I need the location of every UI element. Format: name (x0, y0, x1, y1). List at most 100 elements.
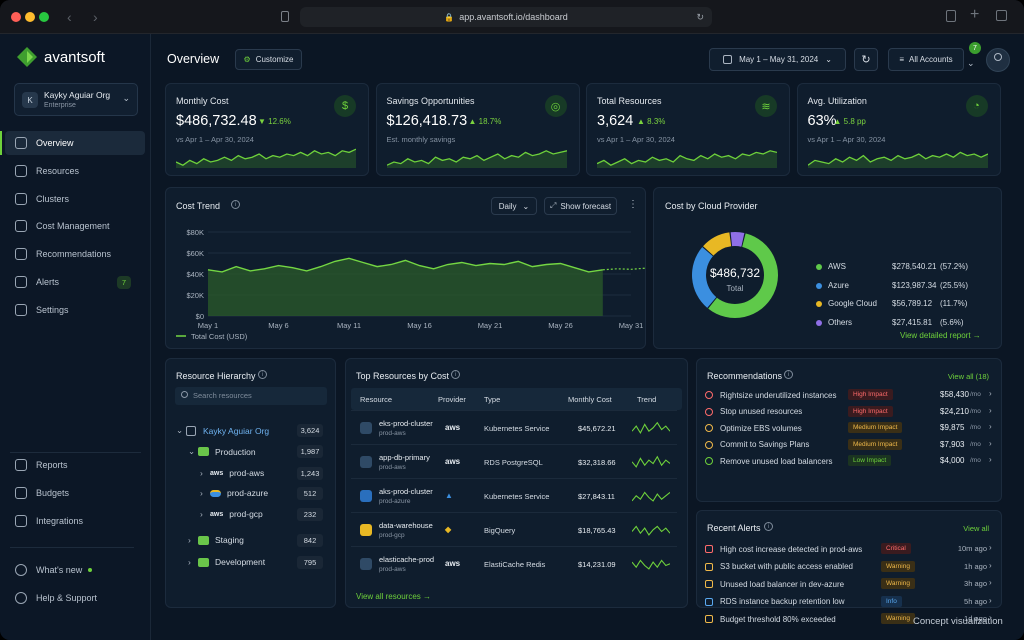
view-all-alerts-link[interactable]: View all (963, 524, 989, 533)
chevron-right-icon[interactable]: › (989, 543, 992, 552)
col-monthly-cost[interactable]: Monthly Cost (568, 395, 612, 404)
hierarchy-search-input[interactable]: Search resources (175, 387, 327, 405)
chevron-right-icon[interactable]: › (200, 509, 203, 519)
resource-cost: $32,318.66 (578, 458, 616, 467)
chevron-down-icon[interactable]: ⌄ (176, 425, 184, 435)
sidebar-item-label: Clusters (36, 193, 70, 204)
hierarchy-node[interactable]: ⌄ Kayky Aguiar Org (176, 425, 269, 436)
date-range-picker[interactable]: May 1 – May 31, 2024 ⌄ (709, 48, 846, 71)
user-avatar[interactable] (986, 48, 1010, 72)
shield-icon[interactable] (281, 11, 289, 22)
info-icon[interactable]: i (784, 370, 793, 379)
org-switcher[interactable]: K Kayky Aguiar Org Enterprise ⌄ (14, 83, 138, 116)
info-icon[interactable]: i (764, 522, 773, 531)
minimize-window-button[interactable] (25, 12, 35, 22)
hierarchy-node[interactable]: › Staging (188, 535, 244, 545)
recommendation-row[interactable]: Commit to Savings Plans Medium Impact $7,9… (705, 437, 1001, 453)
accounts-filter[interactable]: ≡ All Accounts (888, 48, 964, 71)
table-row[interactable]: data-warehouse prod-gcp ◆ BigQuery $18,765.4… (351, 512, 677, 546)
hierarchy-node[interactable]: › Development (188, 557, 265, 567)
help-icon (15, 592, 27, 604)
alert-row[interactable]: Budget threshold 80% exceeded Warning 1d a… (705, 611, 1001, 627)
chevron-right-icon[interactable]: › (188, 557, 191, 567)
refresh-button[interactable]: ↻ (854, 48, 878, 71)
col-trend[interactable]: Trend (637, 395, 657, 404)
view-all-resources-link[interactable]: View all resources → (356, 592, 431, 601)
forward-icon[interactable]: › (93, 9, 98, 25)
chevron-right-icon[interactable]: › (989, 578, 992, 587)
chevron-right-icon[interactable]: › (989, 613, 992, 622)
col-resource[interactable]: Resource (360, 395, 393, 404)
chevron-right-icon[interactable]: › (989, 455, 992, 464)
chevron-right-icon[interactable]: › (989, 438, 992, 448)
chevron-right-icon[interactable]: › (188, 535, 191, 545)
alert-row[interactable]: Unused load balancer in dev-azure Warning… (705, 576, 1001, 592)
chevron-down-icon[interactable]: ⌄ (188, 446, 196, 456)
view-all-recommendations-link[interactable]: View all (18) (947, 372, 989, 381)
resource-name[interactable]: eks-prod-cluster (379, 419, 433, 428)
chevron-right-icon[interactable]: › (989, 560, 992, 570)
sidebar-item-resources[interactable]: Resources (5, 159, 145, 183)
kpi-subtitle: vs Apr 1 – Apr 30, 2024 (176, 135, 254, 144)
sidebar-item-alerts[interactable]: Alerts 7 (5, 270, 145, 294)
share-icon[interactable] (946, 10, 956, 22)
alert-row[interactable]: RDS instance backup retention low Info 5h … (705, 594, 1001, 610)
alert-row[interactable]: High cost increase detected in prod-aws C… (705, 541, 1001, 557)
sidebar-item-overview[interactable]: Overview (0, 131, 145, 155)
chevron-right-icon[interactable]: › (200, 488, 203, 498)
sidebar-item-recommendations[interactable]: Recommendations (5, 242, 145, 266)
table-row[interactable]: elasticache-prod prod-aws aws ElastiCache R… (351, 546, 677, 580)
close-window-button[interactable] (11, 12, 21, 22)
recommendation-row[interactable]: Rightsize underutilized instances High Im… (705, 387, 1001, 403)
kpi-title: Monthly Cost (176, 96, 229, 106)
alert-row[interactable]: S3 bucket with public access enabled Warn… (705, 559, 1001, 575)
resource-name[interactable]: elasticache-prod (379, 555, 435, 564)
chevron-right-icon[interactable]: › (989, 595, 992, 605)
col-type[interactable]: Type (484, 395, 501, 404)
info-icon[interactable]: i (258, 370, 267, 379)
info-icon[interactable]: i (231, 200, 240, 209)
info-icon[interactable]: i (451, 370, 460, 379)
show-forecast-button[interactable]: ⤢ Show forecast (544, 197, 617, 215)
tabs-overview-icon[interactable] (996, 10, 1007, 21)
resource-name[interactable]: app-db-primary (379, 453, 430, 462)
resource-name[interactable]: data-warehouse (379, 521, 433, 530)
chevron-right-icon[interactable]: › (989, 389, 992, 398)
maximize-window-button[interactable] (39, 12, 49, 22)
hierarchy-node[interactable]: › prod-azure (200, 488, 268, 498)
resource-name[interactable]: aks-prod-cluster (379, 487, 433, 496)
table-row[interactable]: app-db-primary prod-aws aws RDS PostgreSQL $… (351, 444, 677, 478)
chevron-down-icon[interactable]: ⌄ (967, 58, 975, 68)
hierarchy-node[interactable]: › aws prod-gcp (200, 509, 263, 519)
col-provider[interactable]: Provider (438, 395, 466, 404)
sidebar-item-help-support[interactable]: Help & Support (5, 586, 145, 610)
sidebar-item-clusters[interactable]: Clusters (5, 187, 145, 211)
sidebar-item-integrations[interactable]: Integrations (5, 509, 145, 533)
recommendation-row[interactable]: Remove unused load balancers Low Impact $4… (705, 453, 1001, 469)
chevron-right-icon[interactable]: › (989, 405, 992, 415)
granularity-select[interactable]: Daily ⌄ (491, 197, 537, 215)
back-icon[interactable]: ‹ (67, 9, 72, 25)
table-row[interactable]: aks-prod-cluster prod-azure ▲ Kubernetes Se… (351, 478, 677, 512)
view-detailed-report-link[interactable]: View detailed report → (900, 331, 981, 340)
recommendation-row[interactable]: Stop unused resources High Impact $24,210/… (705, 404, 1001, 420)
table-row[interactable]: eks-prod-cluster prod-aws aws Kubernetes Se… (351, 410, 677, 444)
sidebar-item-cost-management[interactable]: Cost Management (5, 214, 145, 238)
reload-icon[interactable]: ↻ (696, 11, 704, 22)
new-tab-icon[interactable]: + (970, 6, 980, 23)
y-tick-label: $0 (196, 312, 204, 321)
recommendation-row[interactable]: Optimize EBS volumes Medium Impact $9,875 /… (705, 420, 1001, 436)
sidebar-item-settings[interactable]: Settings (5, 298, 145, 322)
chevron-right-icon[interactable]: › (989, 422, 992, 431)
hierarchy-node[interactable]: › aws prod-aws (200, 468, 264, 478)
sidebar-item-reports[interactable]: Reports (5, 453, 145, 477)
resource-type: RDS PostgreSQL (484, 458, 543, 467)
sidebar-item-what-s-new[interactable]: What's new (5, 558, 145, 582)
alert-circle-icon (705, 391, 713, 399)
more-options-icon[interactable]: ⋮ (628, 199, 638, 210)
address-bar[interactable]: 🔒 app.avantsoft.io/dashboard ↻ (300, 7, 712, 27)
sidebar-item-budgets[interactable]: Budgets (5, 481, 145, 505)
customize-button[interactable]: ⚙ Customize (235, 49, 302, 70)
chevron-right-icon[interactable]: › (200, 468, 203, 478)
hierarchy-node[interactable]: ⌄ Production (188, 446, 256, 457)
